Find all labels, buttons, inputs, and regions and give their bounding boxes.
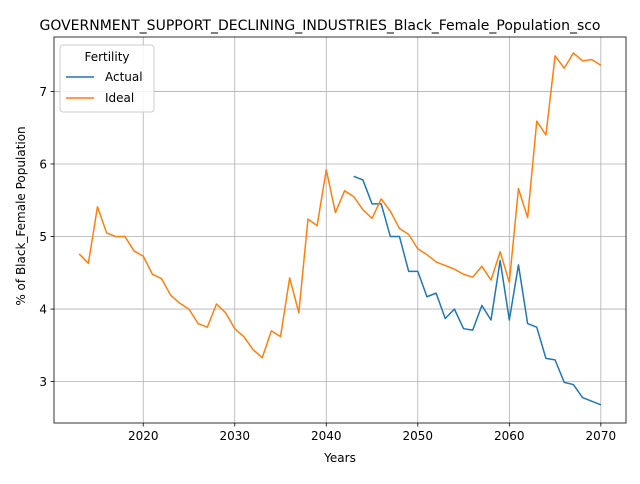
legend-title: Fertility — [84, 50, 129, 64]
x-tick-label: 2050 — [403, 429, 434, 443]
series-lines — [78, 52, 602, 406]
x-tick-label: 2060 — [494, 429, 525, 443]
y-tick-label: 3 — [39, 375, 47, 389]
legend: Fertility Actual Ideal — [59, 44, 155, 113]
y-tick-label: 4 — [39, 303, 47, 317]
legend-box — [59, 44, 155, 113]
y-tick-label: 5 — [39, 230, 47, 244]
series-line-ideal — [78, 52, 602, 359]
plot-frame — [53, 36, 627, 424]
y-tick-label: 6 — [39, 157, 47, 171]
series-line-actual — [353, 175, 602, 406]
x-tick-label: 2020 — [128, 429, 159, 443]
x-tick-label: 2070 — [586, 429, 617, 443]
x-axis-label: Years — [323, 451, 356, 465]
axis-ticks: 2020 2030 2040 2050 2060 2070 3 4 5 6 7 — [39, 85, 616, 443]
legend-label-actual: Actual — [105, 70, 143, 84]
x-tick-label: 2040 — [311, 429, 342, 443]
legend-label-ideal: Ideal — [105, 91, 134, 105]
chart-title: GOVERNMENT_SUPPORT_DECLINING_INDUSTRIES_… — [39, 18, 600, 34]
x-tick-label: 2030 — [219, 429, 250, 443]
y-axis-label: % of Black_Female Population — [14, 126, 28, 305]
grid — [54, 37, 626, 423]
y-tick-label: 7 — [39, 85, 47, 99]
